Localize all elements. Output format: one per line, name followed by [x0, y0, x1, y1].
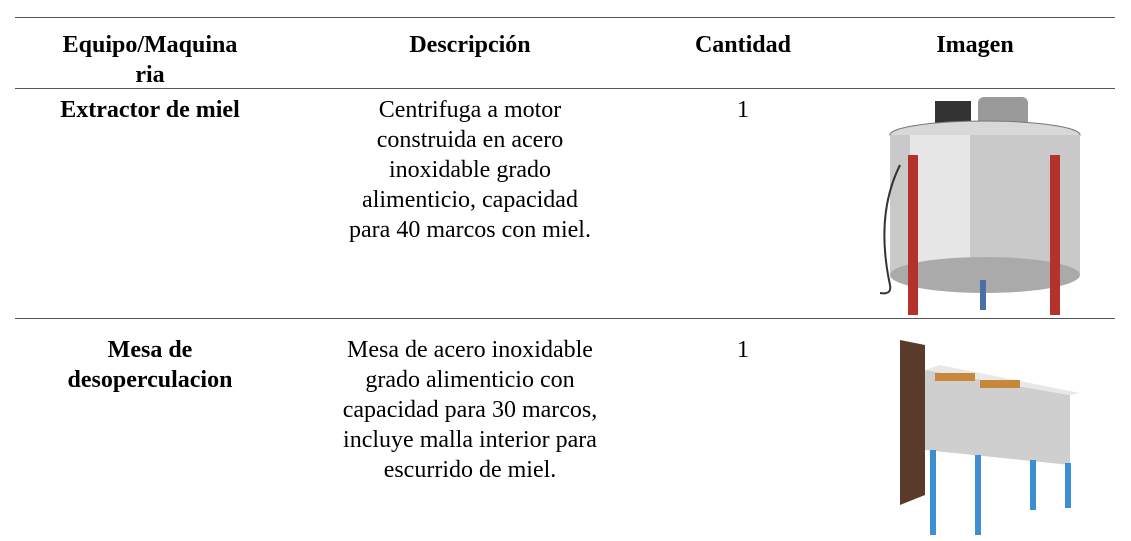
quantity-text: 1: [737, 337, 749, 363]
description-line: para 40 marcos con miel.: [349, 217, 591, 243]
header-text: Equipo/Maquina: [62, 32, 238, 58]
quantity-text: 1: [737, 97, 749, 123]
description-line: Centrifuga a motor: [378, 97, 562, 123]
header-rule: [15, 88, 1115, 89]
quantity-cell: 1: [660, 95, 826, 125]
header-cell: Equipo/Maquina ria: [20, 30, 280, 90]
equipment-cell: Extractor de miel: [20, 95, 280, 125]
description-cell: Centrifuga a motor construida en acero i…: [300, 95, 640, 245]
header-text: Imagen: [936, 32, 1014, 58]
description-line: escurrido de miel.: [383, 457, 557, 483]
equipment-text: Extractor de miel: [60, 97, 240, 123]
header-cell: Descripción: [320, 30, 620, 60]
description-line: construida en acero: [376, 127, 564, 153]
description-line: capacidad para 30 marcos,: [342, 397, 598, 423]
equipment-cell: Mesa de desoperculacion: [20, 335, 280, 395]
header-cell: Cantidad: [660, 30, 826, 60]
description-line: grado alimenticio con: [365, 367, 575, 393]
description-line: Mesa de acero inoxidable: [347, 337, 593, 363]
header-text: Cantidad: [694, 32, 792, 58]
description-line: incluye malla interior para: [343, 427, 597, 453]
description-line: alimenticio, capacidad: [362, 187, 578, 213]
header-text: Descripción: [409, 32, 531, 58]
description-cell: Mesa de acero inoxidable grado alimentic…: [300, 335, 640, 485]
equipment-text: desoperculacion: [67, 367, 233, 393]
description-line: inoxidable grado: [389, 157, 551, 183]
row-rule: [15, 318, 1115, 319]
header-cell: Imagen: [880, 30, 1070, 60]
equipment-text: Mesa de: [107, 337, 193, 363]
quantity-cell: 1: [660, 335, 826, 365]
header-text: ria: [135, 62, 165, 88]
extractor-image: [879, 97, 1081, 315]
table-top-rule: [15, 17, 1115, 18]
uncapping-table-image: [900, 340, 1080, 535]
